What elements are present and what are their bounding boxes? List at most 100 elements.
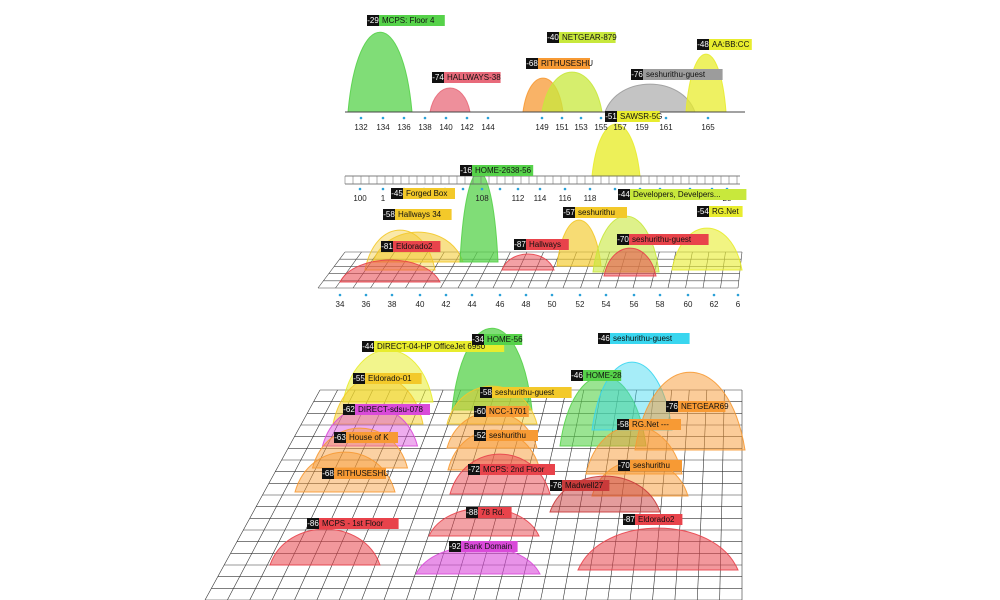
network-name: Hallways: [529, 240, 561, 249]
network-label: -52 seshurithu: [474, 430, 538, 441]
network-label: -76 seshurithu-guest: [631, 69, 723, 80]
signal-curve-seshurithu-guest: [604, 83, 696, 113]
network-name-bg: [346, 432, 398, 443]
network-name: NETGEAR69: [681, 402, 729, 411]
tick-dot: [381, 187, 385, 191]
signal-badge: [343, 404, 355, 415]
signal-badge: [474, 406, 486, 417]
network-label: -16 HOME-2638-56: [460, 165, 534, 176]
signal-badge: [334, 432, 346, 443]
signal-value: -46: [598, 334, 610, 343]
signal-curve-home-2638: [459, 172, 499, 263]
network-name-bg: [486, 430, 538, 441]
network-name: Madwell27: [565, 481, 604, 490]
tick-dot: [706, 116, 710, 120]
network-name-bg: [472, 165, 534, 176]
tick-dot: [486, 116, 490, 120]
tick-dot: [423, 116, 427, 120]
network-name: Hallways 34: [398, 210, 442, 219]
network-name: RITHUSESHU: [541, 59, 593, 68]
tick-dot: [524, 293, 528, 297]
network-name-bg: [538, 58, 590, 69]
network-label: -60 NCC-1701: [474, 406, 529, 417]
signal-value: -74: [432, 73, 444, 82]
tick-dot: [470, 293, 474, 297]
network-name: DIRECT-04-HP OfficeJet 6950: [377, 342, 486, 351]
network-name-bg: [630, 460, 682, 471]
tick-dot: [578, 293, 582, 297]
channel-tick-label: 134: [376, 123, 390, 132]
signal-value: -57: [563, 208, 575, 217]
signal-curve-hallways-38: [429, 87, 471, 113]
signal-value: -70: [617, 235, 629, 244]
signal-badge: [605, 111, 617, 122]
network-name: seshurithu-guest: [632, 235, 692, 244]
tick-dot: [613, 187, 617, 191]
channel-tick-label: 161: [659, 123, 673, 132]
channel-tick-label: 38: [388, 300, 397, 309]
network-label: -34 HOME-56: [472, 334, 523, 345]
tick-dot: [658, 293, 662, 297]
network-name: HOME-2638-56: [475, 166, 532, 175]
signal-value: -48: [697, 40, 709, 49]
signal-value: -46: [571, 371, 583, 380]
signal-value: -58: [617, 420, 629, 429]
network-name-bg: [444, 72, 501, 83]
network-label: -87 Hallways: [514, 239, 569, 250]
tick-dot: [358, 187, 362, 191]
network-name-bg: [395, 209, 452, 220]
network-label: -87 Eldorado2: [623, 514, 683, 525]
network-name: seshurithu-guest: [495, 388, 555, 397]
channel-tick-label: 36: [362, 300, 371, 309]
signal-value: -58: [383, 210, 395, 219]
network-name: RG.Net: [712, 207, 739, 216]
network-name: Eldorado2: [638, 515, 675, 524]
signal-value: -87: [514, 240, 526, 249]
channel-tick-label: 118: [584, 194, 597, 203]
network-name: NETGEAR-879: [562, 33, 617, 42]
signal-badge: [362, 341, 374, 352]
tick-dot: [461, 187, 465, 191]
channel-tick-label: 34: [336, 300, 345, 309]
network-name: DIRECT-sdsu-078: [358, 405, 423, 414]
signal-curve-aabbcc: [685, 53, 727, 113]
network-name-bg: [709, 206, 743, 217]
channel-tick-label: 153: [574, 123, 588, 132]
signal-value: -60: [474, 407, 486, 416]
network-name-bg: [484, 334, 523, 345]
signal-curve-panel4: [577, 527, 739, 571]
network-name: NCC-1701: [489, 407, 527, 416]
signal-badge: [432, 72, 444, 83]
network-label: -92 Bank Domain: [449, 541, 518, 552]
network-label: -46 HOME-28: [571, 370, 622, 381]
channel-tick-label: 42: [442, 300, 451, 309]
signal-badge: [618, 460, 630, 471]
channel-tick-label: 151: [555, 123, 569, 132]
channel-tick-label: 149: [535, 123, 549, 132]
signal-value: -51: [605, 112, 617, 121]
signal-badge: [526, 58, 538, 69]
signal-badge: [472, 334, 484, 345]
network-name-bg: [617, 111, 660, 122]
tick-dot: [444, 116, 448, 120]
signal-badge: [623, 514, 635, 525]
network-label: -29 MCPS: Floor 4: [367, 15, 445, 26]
tick-dot: [359, 116, 363, 120]
tick-dot: [604, 293, 608, 297]
signal-value: -70: [618, 461, 630, 470]
channel-tick-label: 100: [353, 194, 367, 203]
signal-badge: [617, 419, 629, 430]
signal-value: -55: [353, 374, 365, 383]
channel-tick-label: 54: [602, 300, 611, 309]
channel-tick-label: 44: [468, 300, 477, 309]
signal-badge: [514, 239, 526, 250]
network-label: -88 78 Rd.: [466, 507, 512, 518]
network-name-bg: [355, 404, 430, 415]
network-label: -68 RITHUSESHU: [526, 58, 593, 69]
tick-dot: [402, 116, 406, 120]
signal-value: -76: [666, 402, 678, 411]
signal-badge: [550, 480, 562, 491]
signal-badge: [307, 518, 319, 529]
channel-rail: [344, 175, 740, 185]
